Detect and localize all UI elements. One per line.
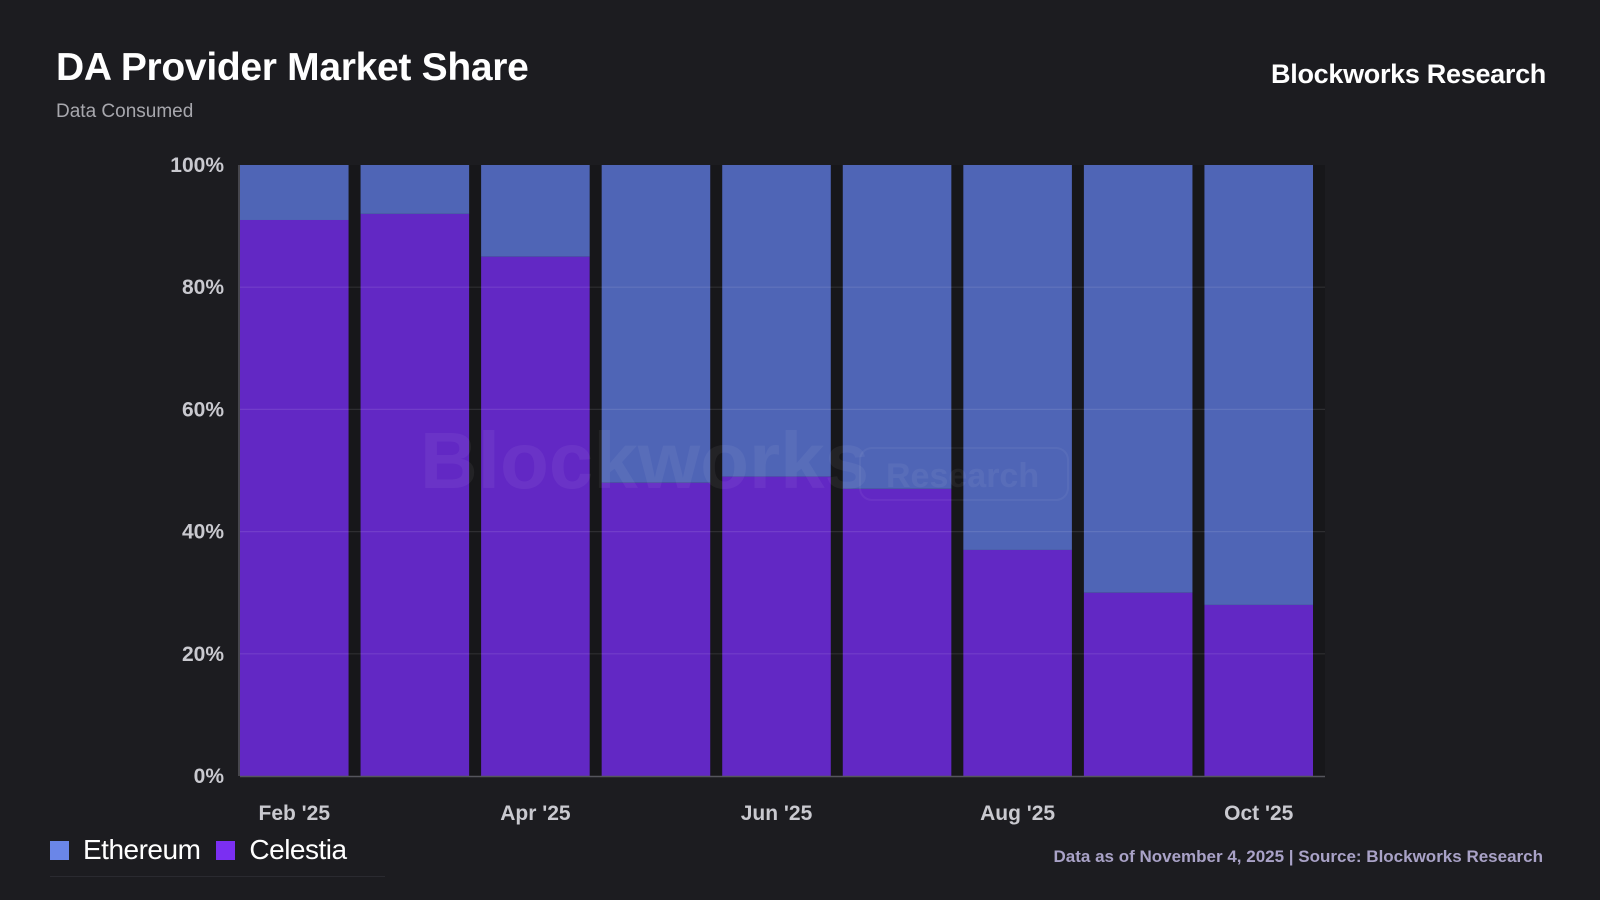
y-tick-label-60: 60% bbox=[182, 398, 224, 421]
legend-swatch-celestia bbox=[216, 840, 236, 860]
legend-label-celestia: Celestia bbox=[249, 834, 347, 865]
watermark-badge: Research bbox=[886, 457, 1039, 495]
bar-celestia-8[interactable] bbox=[1204, 604, 1313, 776]
legend-swatch-ethereum bbox=[50, 840, 69, 860]
source-footnote: Data as of November 4, 2025 | Source: Bl… bbox=[1053, 847, 1543, 866]
bar-celestia-1[interactable] bbox=[360, 213, 470, 776]
bar-celestia-4[interactable] bbox=[722, 476, 831, 776]
bar-ethereum-3[interactable] bbox=[601, 165, 711, 483]
brand-logo: Blockworks Research bbox=[1271, 59, 1546, 89]
y-tick-label-40: 40% bbox=[182, 521, 224, 544]
x-tick-label-6: Aug '25 bbox=[980, 802, 1055, 825]
chart-title: DA Provider Market Share bbox=[56, 46, 529, 89]
grid-overlay bbox=[240, 286, 1325, 655]
bar-ethereum-8[interactable] bbox=[1204, 165, 1313, 605]
bar-ethereum-5[interactable] bbox=[842, 165, 952, 489]
x-tick-label-4: Jun '25 bbox=[741, 802, 813, 825]
chart-subtitle: Data Consumed bbox=[56, 101, 194, 122]
watermark: Blockworks Research bbox=[420, 416, 1069, 505]
y-tick-label-100: 100% bbox=[170, 154, 224, 177]
y-tick-label-80: 80% bbox=[182, 276, 224, 299]
x-tick-label-8: Oct '25 bbox=[1224, 802, 1294, 825]
axes: 0% 20% 40% 60% 80% 100% Feb '25 Apr '25 Jun '25 A… bbox=[170, 154, 1325, 825]
watermark-brand: Blockworks bbox=[420, 416, 869, 505]
legend-label-ethereum: Ethereum bbox=[83, 834, 201, 865]
bar-ethereum-1[interactable] bbox=[360, 165, 470, 214]
y-tick-label-0: 0% bbox=[194, 765, 225, 788]
y-tick-label-20: 20% bbox=[182, 643, 224, 666]
stacked-bar-chart: Blockworks Research 0% 20% 40% 60% 80% 100% Fe… bbox=[170, 154, 1325, 825]
watermark-badge-frame bbox=[859, 447, 1069, 501]
bar-ethereum-2[interactable] bbox=[481, 165, 590, 257]
legend: Ethereum Celestia bbox=[50, 834, 385, 877]
bar-ethereum-4[interactable] bbox=[722, 165, 831, 477]
bar-ethereum-6[interactable] bbox=[963, 165, 1072, 550]
bar-celestia-0[interactable] bbox=[240, 219, 349, 777]
x-tick-label-0: Feb '25 bbox=[259, 802, 331, 825]
bar-celestia-6[interactable] bbox=[963, 549, 1072, 776]
x-tick-label-2: Apr '25 bbox=[500, 802, 571, 825]
legend-item-ethereum[interactable]: Ethereum bbox=[50, 834, 201, 866]
bar-celestia-2[interactable] bbox=[481, 256, 590, 776]
bar-celestia-3[interactable] bbox=[601, 482, 711, 776]
bar-celestia-5[interactable] bbox=[842, 488, 952, 776]
bar-ethereum-0[interactable] bbox=[240, 165, 349, 220]
bars bbox=[240, 165, 1313, 777]
legend-item-celestia[interactable]: Celestia bbox=[216, 834, 347, 866]
bar-celestia-7[interactable] bbox=[1083, 592, 1193, 776]
bar-ethereum-7[interactable] bbox=[1083, 165, 1193, 593]
